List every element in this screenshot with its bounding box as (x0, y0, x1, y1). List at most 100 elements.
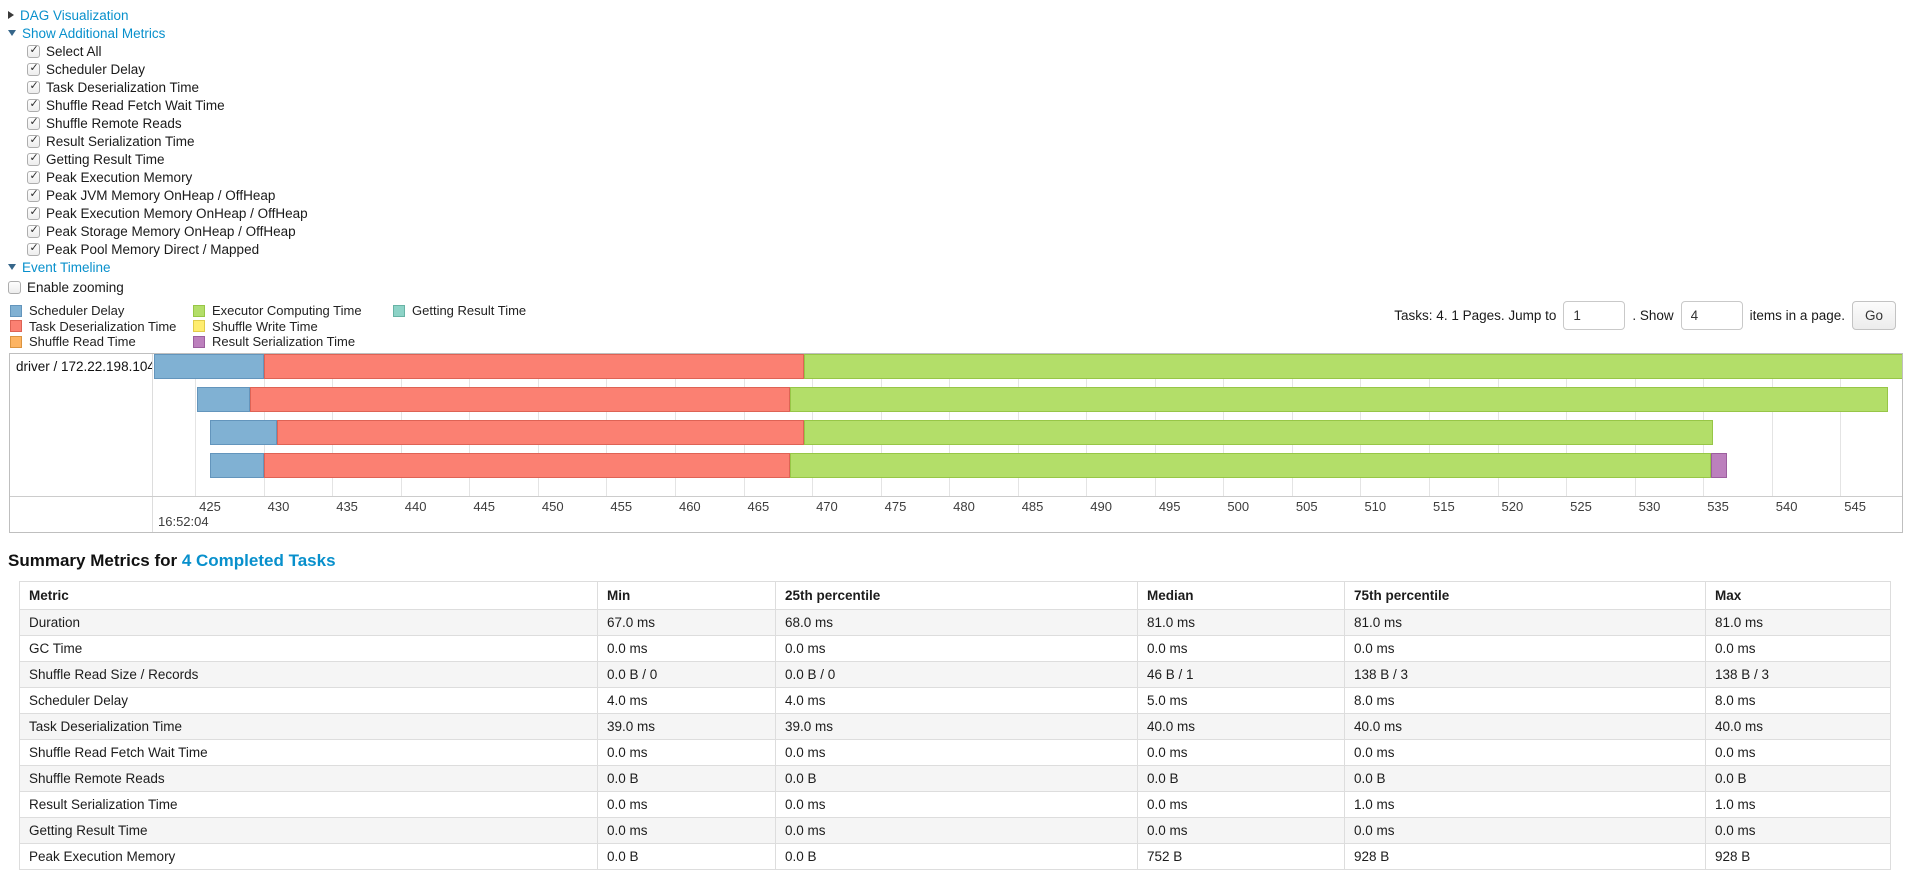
summary-metrics-table: Metric Min 25th percentile Median 75th perce… (19, 580, 1891, 870)
task-bar-segment-scheduler-delay[interactable] (210, 419, 278, 445)
checkbox-peak-pool-memory-direct-mapped[interactable] (27, 242, 40, 256)
metric-value-cell: 81.0 ms (1705, 608, 1891, 636)
metric-value-cell: 67.0 ms (597, 608, 776, 636)
metric-value-cell: 1.0 ms (1344, 790, 1706, 818)
checkbox-scheduler-delay[interactable] (27, 62, 40, 76)
legend-item-shuffle-write-time: Shuffle Write Time (193, 319, 393, 335)
task-bar-segment-task-deserialization[interactable] (277, 419, 804, 445)
checkbox-label: Peak Storage Memory OnHeap / OffHeap (46, 223, 296, 239)
table-row: Peak Execution Memory 0.0 B 0.0 B 752 B 928 … (19, 842, 1891, 870)
metric-value-cell: 0.0 ms (775, 816, 1138, 844)
metric-checkbox-item: Peak Execution Memory OnHeap / OffHeap (27, 204, 1907, 222)
legend-item-scheduler-delay: Scheduler Delay (10, 303, 193, 319)
metric-value-cell: 0.0 ms (1137, 816, 1345, 844)
checkbox-getting-result-time[interactable] (27, 152, 40, 166)
time-tick-label: 500 (1227, 498, 1250, 514)
chevron-down-icon (8, 30, 16, 36)
metric-value-cell: 0.0 ms (1705, 738, 1891, 766)
checkbox-shuffle-read-fetch-wait-time[interactable] (27, 98, 40, 112)
page-size-input[interactable] (1680, 301, 1743, 330)
checkbox-label: Peak Execution Memory (46, 169, 193, 185)
legend-label: Getting Result Time (412, 303, 527, 319)
dag-visualization-link[interactable]: DAG Visualization (20, 7, 129, 23)
time-axis-separator (10, 495, 1902, 497)
task-bar-segment-executor-computing[interactable] (803, 353, 1902, 379)
metric-value-cell: 0.0 ms (1705, 634, 1891, 662)
time-tick-label: 530 (1638, 498, 1661, 514)
metric-value-cell: 0.0 B (775, 764, 1138, 792)
metric-value-cell: 138 B / 3 (1705, 660, 1891, 688)
executor-computing-time-swatch-icon (193, 304, 205, 317)
metric-value-cell: 5.0 ms (1137, 686, 1345, 714)
checkbox-shuffle-remote-reads[interactable] (27, 116, 40, 130)
jump-to-page-input[interactable] (1563, 301, 1626, 330)
chevron-down-icon (8, 264, 16, 270)
metric-value-cell: 0.0 ms (597, 816, 776, 844)
scheduler-delay-swatch-icon (10, 304, 22, 317)
metric-checkbox-item: Peak Pool Memory Direct / Mapped (27, 240, 1907, 258)
checkbox-task-deserialization-time[interactable] (27, 80, 40, 94)
checkbox-peak-execution-memory[interactable] (27, 170, 40, 184)
legend-column: Getting Result Time (393, 303, 526, 350)
task-bar-segment-task-deserialization[interactable] (249, 386, 791, 412)
event-timeline-link[interactable]: Event Timeline (22, 259, 111, 275)
pagination-show-label: . Show (1632, 308, 1674, 323)
time-tick-label: 460 (678, 498, 701, 514)
metric-value-cell: 0.0 ms (597, 790, 776, 818)
timeline-plot-area: 425 430 435 440 445 450 455 460 465 470 475 480 485 4… (154, 353, 1902, 532)
metric-value-cell: 40.0 ms (1344, 712, 1706, 740)
checkbox-result-serialization-time[interactable] (27, 134, 40, 148)
metric-checkbox-item: Scheduler Delay (27, 60, 1907, 78)
table-row: Task Deserialization Time 39.0 ms 39.0 ms 4… (19, 712, 1891, 740)
task-bar-segment-executor-computing[interactable] (803, 419, 1713, 445)
metric-value-cell: 0.0 ms (1137, 634, 1345, 662)
show-additional-metrics-toggle[interactable]: Show Additional Metrics (8, 24, 1907, 42)
checkbox-peak-storage-memory-onheap-offheap[interactable] (27, 224, 40, 238)
go-button[interactable]: Go (1851, 301, 1896, 330)
time-tick-label: 505 (1295, 498, 1318, 514)
legend-item-getting-result-time: Getting Result Time (393, 303, 526, 319)
event-timeline-toggle[interactable]: Event Timeline (8, 258, 1907, 276)
metric-value-cell: 40.0 ms (1705, 712, 1891, 740)
task-bar-segment-scheduler-delay[interactable] (154, 353, 264, 379)
checkbox-label: Peak Execution Memory OnHeap / OffHeap (46, 205, 308, 221)
legend-label: Scheduler Delay (29, 303, 125, 319)
checkbox-select-all[interactable] (27, 44, 40, 58)
checkbox-peak-jvm-memory-onheap-offheap[interactable] (27, 188, 40, 202)
metric-value-cell: 81.0 ms (1137, 608, 1345, 636)
metric-name-cell: Shuffle Read Size / Records (19, 660, 598, 688)
task-bar-segment-task-deserialization[interactable] (263, 353, 804, 379)
column-header-metric: Metric (19, 580, 598, 610)
task-bar-segment-scheduler-delay[interactable] (210, 452, 264, 478)
time-axis-major-label: 16:52:04 (158, 513, 209, 529)
metric-value-cell: 0.0 ms (1344, 816, 1706, 844)
metric-value-cell: 0.0 ms (775, 738, 1138, 766)
metric-value-cell: 39.0 ms (775, 712, 1138, 740)
task-pagination: Tasks: 4. 1 Pages. Jump to . Show items … (1394, 301, 1896, 330)
metric-value-cell: 39.0 ms (597, 712, 776, 740)
show-additional-metrics-link[interactable]: Show Additional Metrics (22, 25, 166, 41)
metric-name-cell: Scheduler Delay (19, 686, 598, 714)
metric-checkbox-item: Result Serialization Time (27, 132, 1907, 150)
metric-name-cell: Duration (19, 608, 598, 636)
task-bar-segment-task-deserialization[interactable] (263, 452, 791, 478)
time-tick-label: 495 (1158, 498, 1181, 514)
summary-metrics-title: Summary Metrics for 4 Completed Tasks (8, 551, 1907, 571)
metric-value-cell: 0.0 ms (775, 790, 1138, 818)
task-bar-segment-executor-computing[interactable] (790, 452, 1712, 478)
task-bar-segment-executor-computing[interactable] (790, 386, 1889, 412)
enable-zooming-checkbox[interactable] (8, 280, 21, 294)
column-header-min: Min (597, 580, 776, 610)
legend-label: Executor Computing Time (212, 303, 362, 319)
task-bar-segment-scheduler-delay[interactable] (196, 386, 250, 412)
metric-value-cell: 81.0 ms (1344, 608, 1706, 636)
completed-tasks-link[interactable]: 4 Completed Tasks (181, 550, 336, 570)
metric-value-cell: 0.0 ms (597, 634, 776, 662)
checkbox-peak-execution-memory-onheap-offheap[interactable] (27, 206, 40, 220)
table-row: Getting Result Time 0.0 ms 0.0 ms 0.0 ms 0.0… (19, 816, 1891, 844)
dag-visualization-toggle[interactable]: DAG Visualization (8, 6, 1907, 24)
metric-value-cell: 928 B (1344, 842, 1706, 870)
metric-value-cell: 0.0 B (597, 842, 776, 870)
task-bar-segment-result-serialization[interactable] (1711, 452, 1727, 478)
metric-checkbox-item: Task Deserialization Time (27, 78, 1907, 96)
